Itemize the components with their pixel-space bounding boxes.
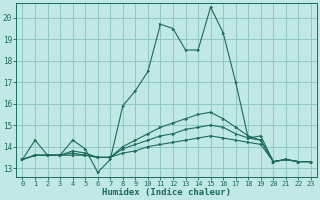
X-axis label: Humidex (Indice chaleur): Humidex (Indice chaleur) bbox=[102, 188, 231, 197]
